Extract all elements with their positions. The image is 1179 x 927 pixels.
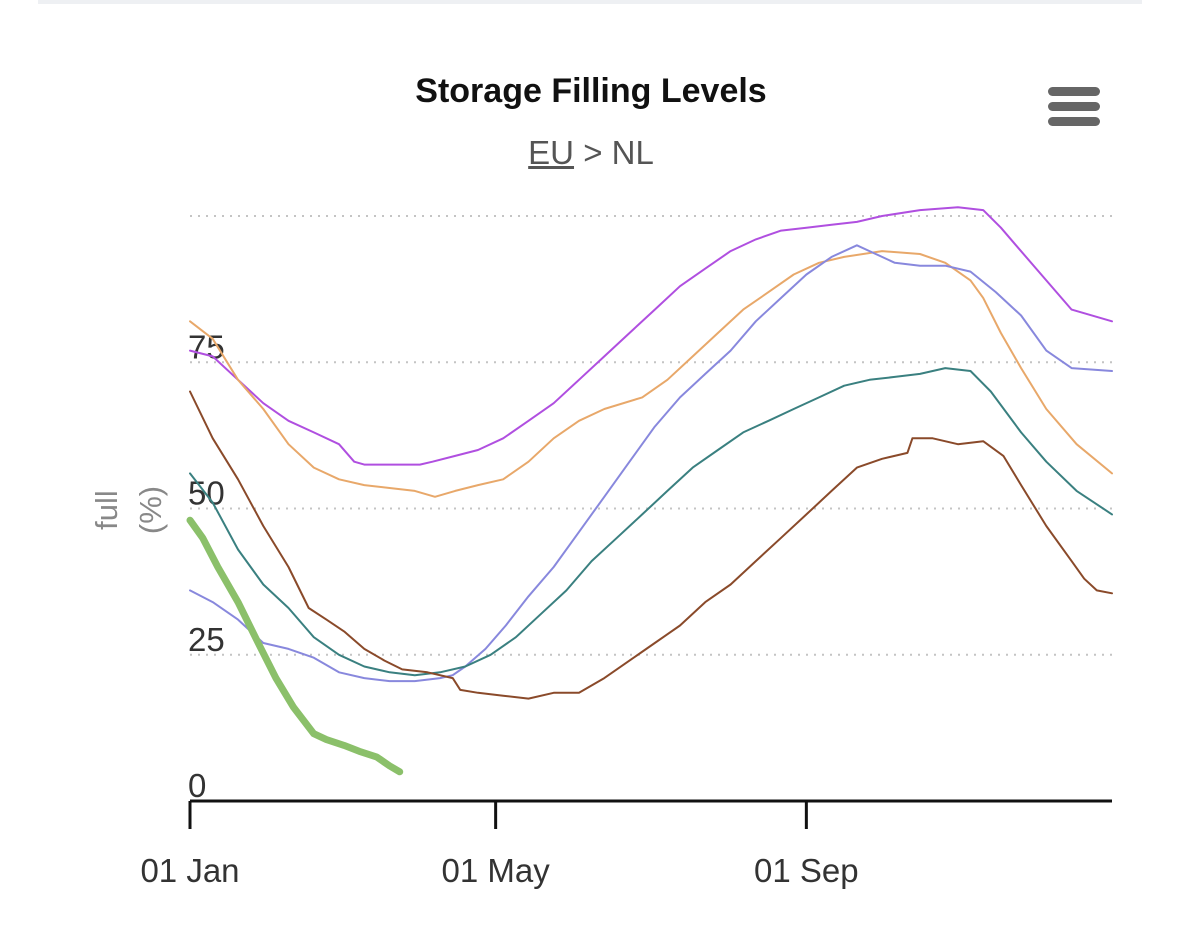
series-lines [186, 206, 1113, 776]
hamburger-icon-bar [1048, 102, 1100, 111]
y-tick-label-0: 0 [188, 767, 206, 804]
series-line-orange [189, 250, 1113, 498]
breadcrumb-link-eu[interactable]: EU [528, 134, 575, 171]
x-axis: 01 Jan 01 May 01 Sep [140, 799, 1112, 889]
series-line-teal [189, 367, 1113, 677]
x-tick-label-0: 01 Jan [140, 852, 239, 889]
grid-lines [190, 215, 1112, 656]
series-line-brown [189, 390, 1113, 700]
chart-title: Storage Filling Levels [415, 72, 767, 110]
x-tick-label-1: 01 May [442, 852, 551, 889]
top-divider [38, 0, 1142, 4]
breadcrumb-separator: > [583, 134, 603, 171]
breadcrumb-current: NL [611, 134, 654, 171]
y-axis-title-group: full (%) [89, 486, 168, 534]
series-line-lavender [189, 244, 1113, 683]
y-axis-title-line-0: full [89, 490, 124, 530]
hamburger-icon-bar [1048, 117, 1100, 126]
series-line-purple [189, 206, 1113, 466]
series-line-current [186, 516, 404, 776]
hamburger-icon-bar [1048, 87, 1100, 96]
chart-menu-button[interactable] [1042, 82, 1106, 132]
y-axis-title-line-1: (%) [133, 486, 168, 534]
x-tick-label-2: 01 Sep [754, 852, 859, 889]
y-axis-title: full (%) [89, 486, 168, 534]
y-tick-label-25: 25 [188, 621, 225, 658]
breadcrumb: EU > NL [0, 134, 1179, 172]
